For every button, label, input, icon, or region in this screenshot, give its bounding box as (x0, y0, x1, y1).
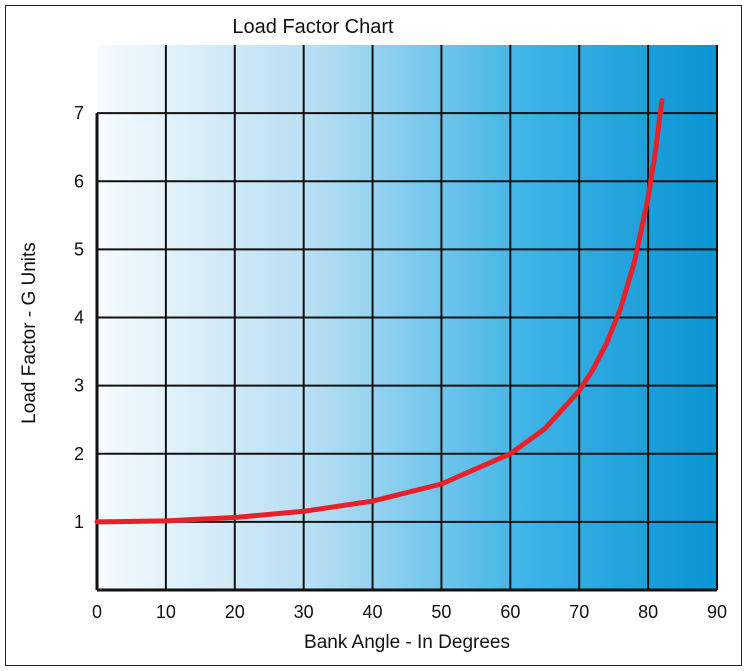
x-tick-label: 40 (363, 602, 383, 622)
chart-frame: Load Factor Chart 0 10 20 30 40 50 60 70 80 90 1 2… (5, 5, 742, 666)
x-tick-label: 50 (431, 602, 451, 622)
y-tick-label: 4 (74, 308, 84, 328)
x-tick-label: 0 (92, 602, 102, 622)
x-axis-ticks: 0 10 20 30 40 50 60 70 80 90 (92, 602, 727, 622)
x-tick-label: 80 (638, 602, 658, 622)
y-tick-label: 7 (74, 103, 84, 123)
x-tick-label: 60 (500, 602, 520, 622)
load-factor-curve (94, 98, 665, 525)
load-factor-chart: Load Factor Chart 0 10 20 30 40 50 60 70 80 90 1 2… (19, 16, 727, 653)
y-tick-label: 6 (74, 171, 84, 191)
x-tick-label: 90 (707, 602, 727, 622)
x-tick-label: 20 (225, 602, 245, 622)
y-tick-label: 1 (74, 512, 84, 532)
x-tick-label: 30 (294, 602, 314, 622)
y-tick-label: 5 (74, 239, 84, 259)
y-axis-ticks: 1 2 3 4 5 6 7 (74, 103, 84, 532)
x-tick-label: 10 (156, 602, 176, 622)
x-tick-label: 70 (569, 602, 589, 622)
y-tick-label: 2 (74, 444, 84, 464)
y-tick-label: 3 (74, 376, 84, 396)
grid-lines (95, 45, 718, 592)
x-axis-label: Bank Angle - In Degrees (304, 632, 510, 653)
chart-title: Load Factor Chart (232, 16, 394, 38)
series-layer (94, 98, 665, 525)
y-axis-label: Load Factor - G Units (19, 242, 40, 424)
